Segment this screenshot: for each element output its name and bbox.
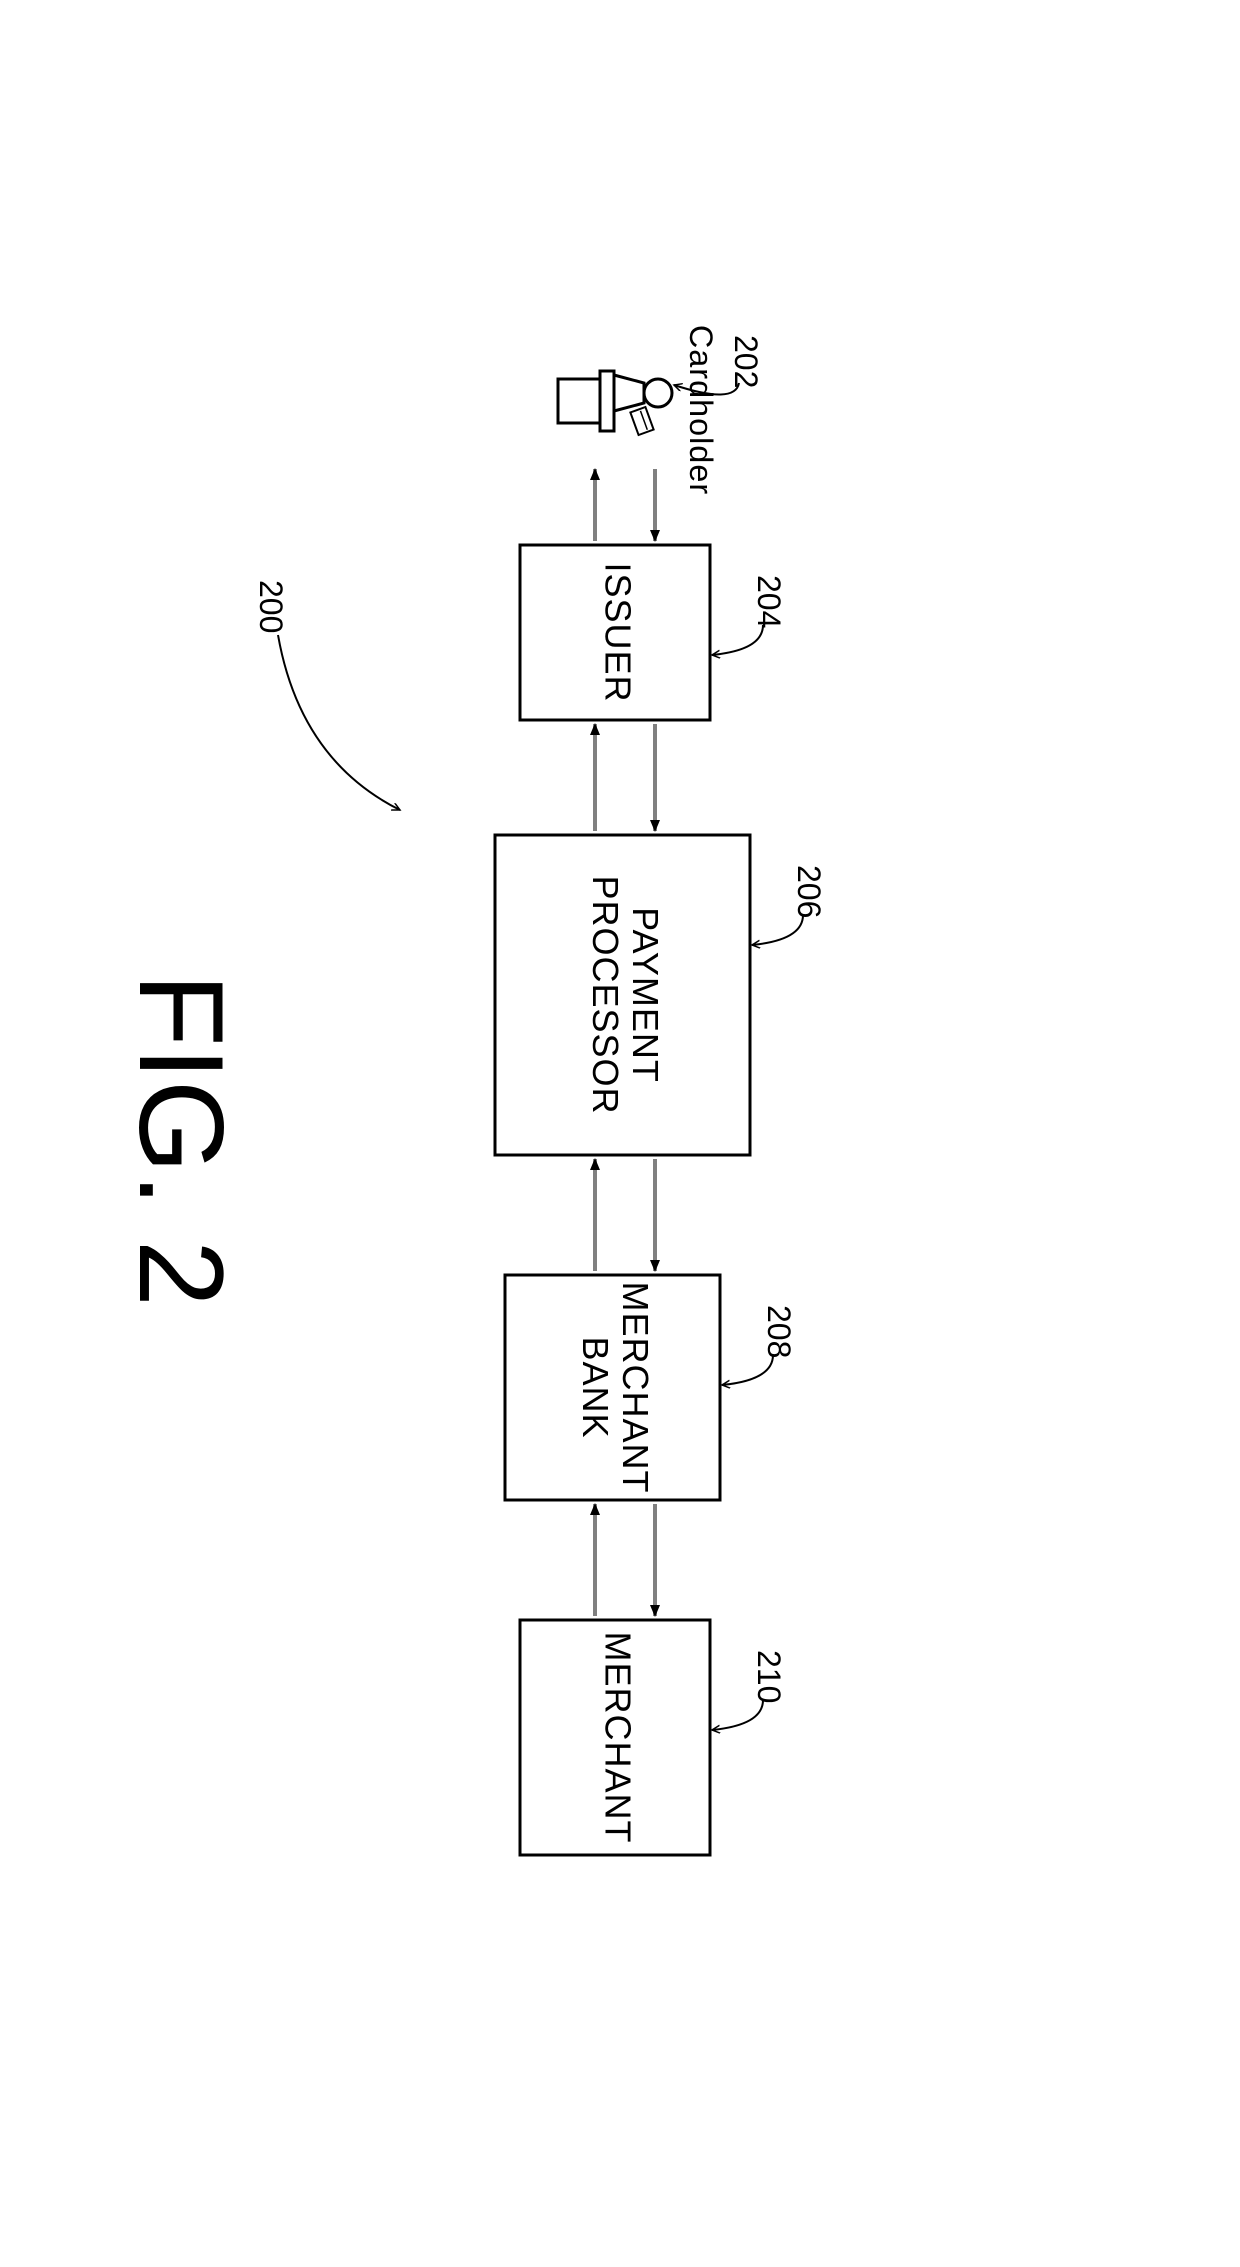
cardholder-actor: Cardholder202 — [558, 325, 764, 495]
figure-ref-200: 200 — [253, 580, 289, 633]
merchant_bank-label: MERCHANT — [615, 1282, 656, 1494]
cardholder-ref: 202 — [728, 335, 764, 388]
figure-ref-200-leader — [278, 635, 400, 810]
merchant_bank-label: BANK — [575, 1336, 616, 1438]
processor-label: PAYMENT — [625, 907, 666, 1083]
processor-ref: 206 — [791, 865, 827, 918]
processor-box: PAYMENTPROCESSOR 206 — [495, 835, 827, 1155]
issuer-box: ISSUER 204 — [520, 545, 787, 720]
figure-caption: FIG. 2 — [114, 973, 248, 1306]
processor-label: PROCESSOR — [585, 875, 626, 1114]
merchant_bank-ref: 208 — [761, 1305, 797, 1358]
cardholder-label: Cardholder — [683, 325, 719, 495]
merchant-box: MERCHANT 210 — [520, 1620, 787, 1855]
issuer-ref: 204 — [751, 575, 787, 628]
figure-svg: Cardholder202 ISSUER 204 PAYMENTPROCESSOR 20… — [0, 0, 1240, 2267]
merchant-label: MERCHANT — [597, 1632, 638, 1844]
issuer-label: ISSUER — [597, 562, 638, 702]
merchant-ref: 210 — [751, 1650, 787, 1703]
merchant_bank-box: MERCHANTBANK 208 — [505, 1275, 797, 1500]
